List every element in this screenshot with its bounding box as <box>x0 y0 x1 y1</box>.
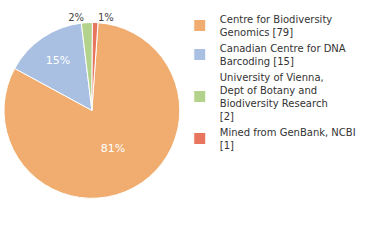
svg-text:University of Vienna,Dept of B: University of Vienna,Dept of Botany andB… <box>220 72 328 122</box>
svg-text:1%: 1% <box>98 12 114 23</box>
svg-text:Centre for BiodiversityGenomic: Centre for BiodiversityGenomics [79] <box>220 14 333 38</box>
svg-text:15%: 15% <box>46 54 70 67</box>
svg-text:Mined from GenBank, NCBI[1]: Mined from GenBank, NCBI[1] <box>220 127 356 151</box>
svg-text:2%: 2% <box>68 12 84 23</box>
svg-text:81%: 81% <box>101 142 125 155</box>
svg-text:Canadian Centre for DNABarcodi: Canadian Centre for DNABarcoding [15] <box>220 43 346 67</box>
